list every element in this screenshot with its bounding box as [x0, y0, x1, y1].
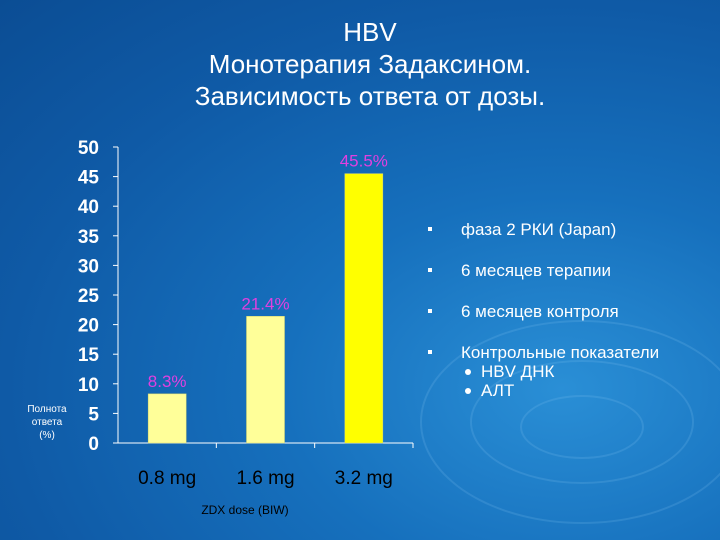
y-tick-label: 40 [78, 197, 99, 218]
bullet-text: фаза 2 РКИ (Japan) [461, 220, 617, 239]
y-tick-label: 35 [78, 227, 100, 248]
x-tick-label: 3.2 mg [335, 468, 393, 489]
data-label: 8.3% [148, 372, 187, 391]
y-tick-label: 0 [88, 434, 99, 455]
y-axis-label: Полнота ответа (%) [22, 403, 72, 442]
sub-bullet-item: HBV ДНК [461, 362, 708, 381]
y-tick-label: 30 [78, 256, 99, 277]
square-bullet-icon [428, 309, 432, 313]
bullet-text: Контрольные показатели [461, 343, 660, 362]
sub-bullet-item: АЛТ [461, 381, 708, 400]
bullet-text: 6 месяцев терапии [461, 261, 611, 280]
title-line-2: Монотерапия Задаксином. [208, 49, 532, 79]
x-tick-label: 1.6 mg [236, 468, 294, 489]
square-bullet-icon [428, 227, 432, 231]
y-tick-label: 20 [78, 316, 99, 337]
dot-bullet-icon [465, 369, 471, 375]
y-axis-label-line: (%) [39, 430, 55, 441]
y-axis-label-line: Полнота [27, 404, 67, 415]
bullet-text: 6 месяцев контроля [461, 302, 619, 321]
data-label: 45.5% [340, 152, 388, 171]
sub-bullet-list: HBV ДНК АЛТ [461, 362, 708, 400]
x-tick-label: 0.8 mg [138, 468, 196, 489]
background-ripple [520, 395, 644, 459]
bar [246, 316, 285, 444]
bullet-item: 6 месяцев терапии [428, 261, 708, 280]
chart-labels: 0 5 10 15 20 25 30 35 40 45 50 8.3% 0.8 mg 21.4% 1.6 m… [78, 138, 393, 489]
y-tick-label: 45 [78, 168, 100, 189]
dot-bullet-icon [465, 388, 471, 394]
bar [344, 173, 384, 444]
square-bullet-icon [428, 268, 432, 272]
square-bullet-icon [428, 350, 432, 354]
x-axis-title: ZDX dose (BIW) [201, 503, 289, 517]
y-axis-label-line: ответа [31, 417, 63, 428]
y-tick-label: 5 [88, 404, 99, 425]
sub-bullet-text: HBV ДНК [481, 362, 555, 381]
bullet-list: фаза 2 РКИ (Japan) 6 месяцев терапии 6 м… [428, 220, 708, 422]
chart-bars [147, 173, 384, 444]
bullet-item: Контрольные показатели HBV ДНК АЛТ [428, 343, 708, 400]
sub-bullet-text: АЛТ [481, 381, 515, 400]
title-line-3: Зависимость ответа от дозы. [194, 81, 546, 111]
background-ripple [420, 320, 720, 524]
y-tick-label: 50 [78, 138, 99, 159]
y-tick-label: 10 [78, 375, 99, 396]
data-label: 21.4% [241, 294, 289, 313]
y-tick-label: 25 [78, 286, 100, 307]
bar [147, 393, 187, 444]
bullet-item: фаза 2 РКИ (Japan) [428, 220, 708, 239]
bullet-item: 6 месяцев контроля [428, 302, 708, 321]
y-tick-label: 15 [78, 345, 100, 366]
title-line-1: HBV [343, 17, 397, 47]
slide-title: HBV Монотерапия Задаксином. Зависимость … [110, 16, 630, 112]
